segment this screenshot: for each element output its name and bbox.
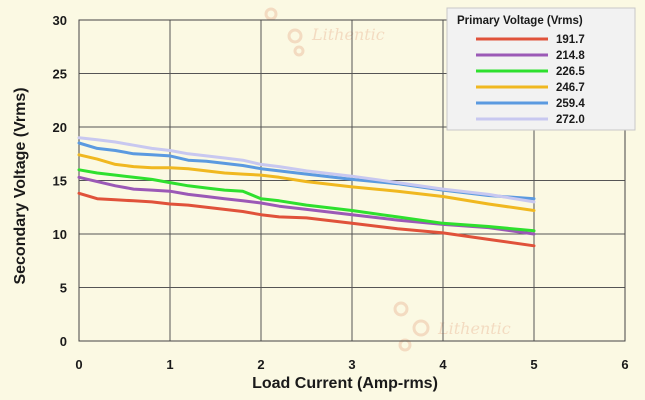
watermark-bottom: Lithentic [393,301,511,352]
legend-label-272.0: 272.0 [556,114,585,126]
x-tick-label: 1 [166,357,173,372]
x-tick-label: 2 [257,357,264,372]
legend-label-226.5: 226.5 [556,66,585,78]
x-axis-title: Load Current (Amp-rms) [252,375,438,392]
legend-label-259.4: 259.4 [556,98,585,110]
watermark-top: Lithentic [264,7,385,57]
series-lines [77,136,536,248]
y-tick-label: 25 [53,67,67,82]
series-line-246.7 [77,153,536,212]
x-tick-label: 5 [530,357,537,372]
x-tick-label: 6 [621,357,628,372]
y-tick-label: 15 [53,174,67,189]
x-tick-label: 0 [75,357,82,372]
legend-box [446,7,636,131]
x-axis-ticks: 0 1 2 3 4 5 6 [75,357,628,372]
series-line-226.5 [77,168,536,233]
y-tick-label: 10 [53,227,67,242]
legend: Primary Voltage (Vrms) 191.7 214.8 226.5 24… [446,7,636,131]
y-axis-ticks: 0 5 10 15 20 25 30 [53,13,67,349]
x-tick-label: 3 [348,357,355,372]
legend-label-191.7: 191.7 [556,34,585,46]
y-tick-label: 5 [60,281,67,296]
legend-label-214.8: 214.8 [556,50,585,62]
y-axis-title: Secondary Voltage (Vrms) [12,87,29,284]
y-tick-label: 0 [60,334,67,349]
watermark-text-bottom: Lithentic [437,319,511,338]
series-line-272.0 [77,136,536,204]
x-tick-label: 4 [439,357,447,372]
y-tick-label: 30 [53,13,67,28]
series-line-191.7 [77,191,536,248]
plot-area-frame [78,19,626,342]
legend-items: 191.7 214.8 226.5 246.7 259.4 272.0 [476,34,585,126]
series-line-214.8 [77,175,536,236]
watermark-text-top: Lithentic [311,25,385,44]
legend-title: Primary Voltage (Vrms) [457,15,583,27]
legend-label-246.7: 246.7 [556,82,585,94]
y-tick-label: 20 [53,120,67,135]
